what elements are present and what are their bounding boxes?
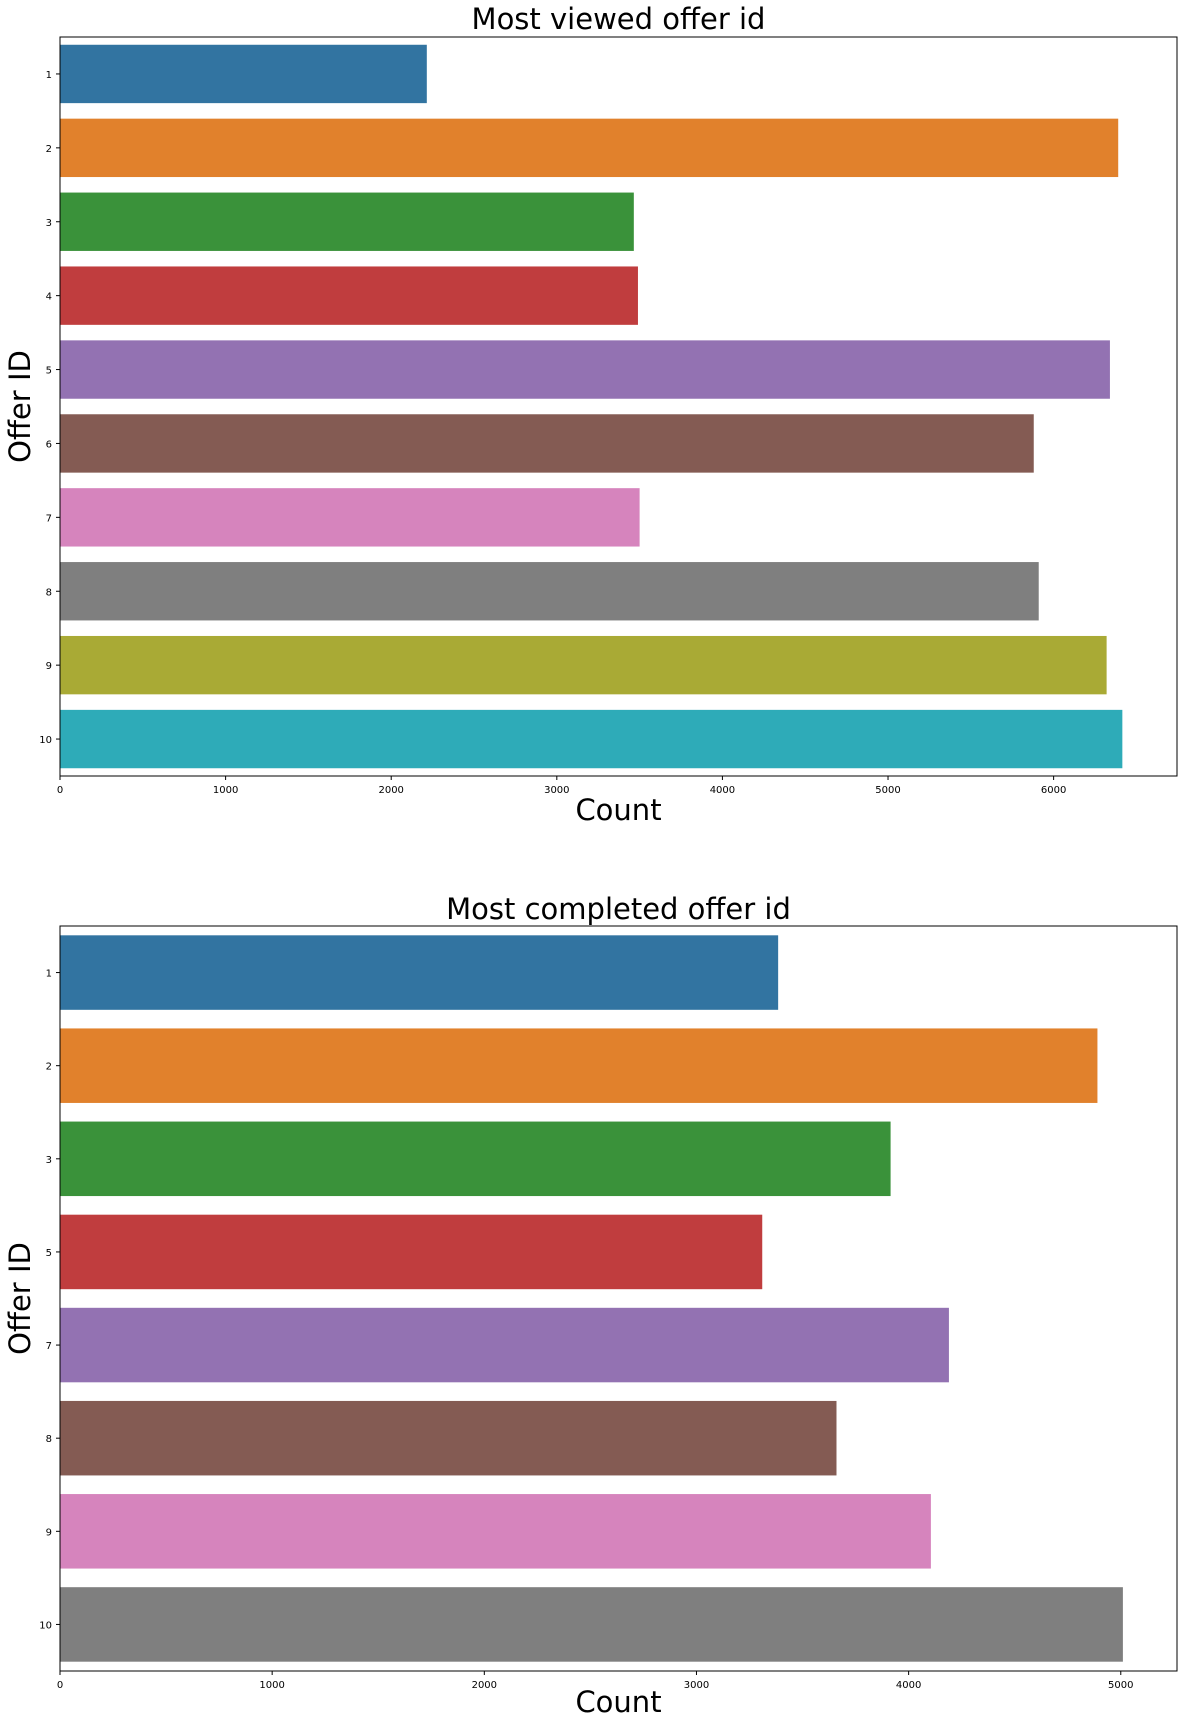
bar-offer-9 [60, 635, 1107, 695]
chart-panel-2: 1 2 3 5 7 8 9 10 0 1000 2000 3000 4000 5000 Most compl… [3, 892, 1178, 1719]
bar-offer-5 [60, 340, 1110, 399]
y-axis-label: Offer ID [3, 350, 37, 463]
x-tick-label: 5000 [875, 785, 900, 796]
y-tick-label: 3 [46, 1155, 52, 1166]
x-tick-label: 1000 [259, 1680, 284, 1691]
bar-offer-9 [60, 1494, 931, 1569]
bar-offer-2 [60, 1028, 1098, 1103]
y-tick-label: 3 [46, 218, 52, 229]
bar-offer-10 [60, 1587, 1123, 1662]
chart-title: Most completed offer id [446, 892, 791, 926]
bar-offer-8 [60, 562, 1039, 621]
y-tick-label: 4 [46, 292, 52, 303]
x-tick-label: 1000 [213, 785, 238, 796]
chart-title: Most viewed offer id [472, 2, 766, 36]
x-tick-label: 2000 [378, 785, 403, 796]
y-tick-label: 9 [46, 1527, 52, 1538]
bar-offer-3 [60, 1121, 891, 1197]
y-tick-label: 8 [46, 587, 52, 598]
x-axis-label: Count [575, 793, 661, 827]
y-tick-label: 8 [46, 1434, 52, 1445]
bar-offer-5 [60, 1214, 763, 1290]
y-tick-label: 5 [46, 366, 52, 377]
y-tick-label: 7 [46, 513, 52, 524]
chart-panel-1: 1 2 3 4 5 6 7 8 9 10 0 1000 2000 3000 4000 5000 6000 Most… [3, 2, 1178, 827]
y-tick-label: 2 [46, 1062, 52, 1073]
bar-offer-6 [60, 414, 1034, 473]
y-tick-label: 2 [46, 144, 52, 155]
x-tick-label: 3000 [544, 785, 569, 796]
x-tick-label: 0 [57, 785, 63, 796]
y-tick-label: 10 [39, 1620, 52, 1631]
bar-offer-1 [60, 935, 779, 1010]
y-tick-label: 7 [46, 1341, 52, 1352]
y-tick-label: 5 [46, 1248, 52, 1259]
x-tick-label: 2000 [472, 1680, 497, 1691]
bar-offer-2 [60, 118, 1119, 178]
x-tick-label: 3000 [684, 1680, 709, 1691]
x-tick-label: 6000 [1041, 785, 1066, 796]
y-axis-label: Offer ID [3, 1242, 37, 1355]
y-tick-label: 10 [39, 735, 52, 746]
x-tick-label: 4000 [710, 785, 735, 796]
y-tick-label: 9 [46, 661, 52, 672]
y-tick-label: 1 [46, 969, 52, 980]
bar-offer-7 [60, 1307, 949, 1383]
bar-offer-7 [60, 488, 640, 547]
bar-offer-3 [60, 192, 634, 251]
x-tick-label: 0 [57, 1680, 63, 1691]
plot-frame [59, 36, 1178, 777]
bar-offer-4 [60, 266, 638, 325]
y-tick-label: 6 [46, 439, 52, 450]
x-tick-label: 4000 [896, 1680, 921, 1691]
x-tick-label: 5000 [1108, 1680, 1133, 1691]
bar-offer-8 [60, 1400, 837, 1476]
bar-offer-10 [60, 709, 1123, 769]
bar-offer-1 [60, 44, 427, 104]
x-axis-label: Count [575, 1685, 661, 1719]
plot-frame [59, 925, 1178, 1672]
y-tick-label: 1 [46, 70, 52, 81]
